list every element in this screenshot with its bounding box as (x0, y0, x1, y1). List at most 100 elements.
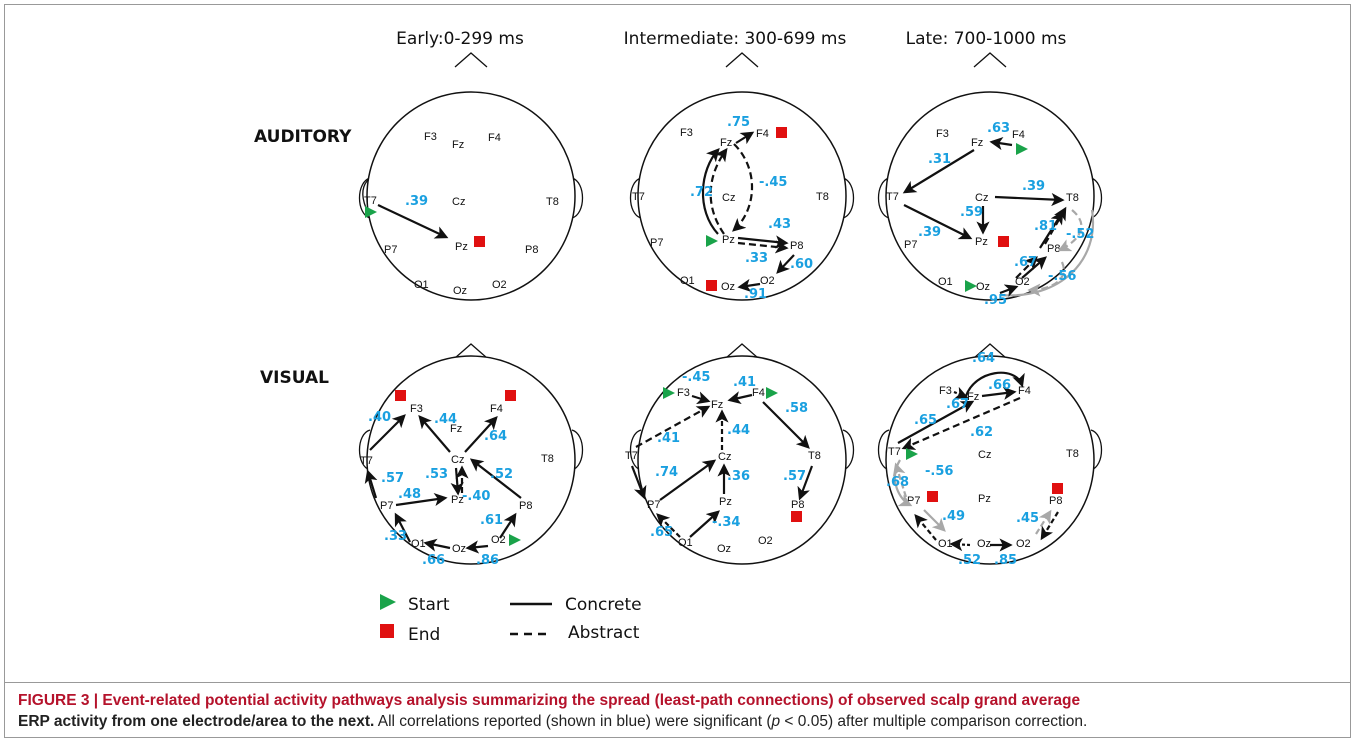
coefficient: .65 (650, 525, 673, 540)
electrode-label: P7 (650, 237, 663, 249)
row-label-auditory: AUDITORY (254, 127, 352, 147)
electrode-label: T8 (808, 450, 821, 462)
coefficient: .91 (744, 287, 767, 302)
period-late: Late: 700-1000 ms (906, 29, 1067, 49)
coefficient: .44 (727, 423, 750, 438)
electrode-label: Pz (975, 236, 988, 248)
electrode-label: F3 (677, 387, 690, 399)
coefficient: .41 (657, 431, 680, 446)
row-label-visual: VISUAL (260, 368, 329, 388)
end-marker (395, 390, 406, 401)
electrode-label: Cz (452, 196, 465, 208)
end-marker (706, 280, 717, 291)
coefficient: .74 (655, 465, 678, 480)
coefficient: .36 (727, 469, 750, 484)
coefficient: .52 (958, 553, 981, 568)
electrode-label: F4 (756, 128, 769, 140)
electrode-label: T8 (546, 196, 559, 208)
coefficient: .39 (405, 194, 428, 209)
electrode-label: O1 (411, 538, 426, 550)
electrode-label: T7 (632, 191, 645, 203)
period-early: Early:0-299 ms (396, 29, 524, 49)
head-visual-intermediate: F3 Fz F4 T7 Cz T8 Pz P7 P8 O1 Oz O2 -.45… (625, 343, 855, 565)
legend-concrete-label: Concrete (565, 595, 642, 615)
coefficient: .48 (398, 487, 421, 502)
electrode-label: Oz (717, 543, 731, 555)
caption-label: FIGURE 3 | Event-related potential activ… (18, 692, 1081, 709)
coefficient: .66 (422, 553, 445, 568)
electrode-label: P7 (647, 499, 660, 511)
legend-abstract-label: Abstract (568, 623, 640, 643)
end-marker (776, 127, 787, 138)
electrode-label: T7 (888, 446, 901, 458)
electrode-label: O1 (678, 537, 693, 549)
electrode-label: Cz (722, 192, 735, 204)
coefficient: .68 (886, 475, 909, 490)
electrode-label: Oz (977, 538, 991, 550)
electrode-label: P7 (380, 500, 393, 512)
coefficient: .67 (946, 397, 969, 412)
electrode-label: Oz (453, 285, 467, 297)
electrode-label: Fz (452, 139, 464, 151)
coefficient: -.56 (925, 464, 953, 479)
start-marker (906, 448, 918, 460)
electrode-label: Fz (967, 391, 979, 403)
end-marker (1052, 483, 1063, 494)
coefficient: .39 (918, 225, 941, 240)
electrode-label: F3 (410, 403, 423, 415)
coefficient: -.52 (1066, 227, 1094, 242)
coefficient: .31 (928, 152, 951, 167)
caption-text-a: All correlations reported (shown in blue… (374, 713, 772, 730)
head-visual-late: F3 Fz F4 T7 Cz T8 Pz P7 P8 O1 Oz O2 .6 (877, 343, 1103, 568)
coefficient: .62 (970, 425, 993, 440)
legend: Start End Concrete Abstract (380, 594, 642, 645)
coefficient: -.40 (462, 489, 490, 504)
start-marker (706, 235, 718, 247)
legend-end-marker (380, 624, 394, 638)
erp-pathway-figure: Early:0-299 ms Intermediate: 300-699 ms … (254, 29, 1103, 645)
electrode-label: Cz (451, 454, 464, 466)
electrode-label: P7 (904, 239, 917, 251)
electrode-label: Fz (711, 399, 723, 411)
end-marker (474, 236, 485, 247)
figure-frame (4, 4, 1351, 738)
start-marker (365, 206, 377, 218)
electrode-label: P8 (1049, 495, 1062, 507)
electrode-label: Pz (719, 496, 732, 508)
coefficient: .85 (994, 553, 1017, 568)
coefficient: -.45 (682, 370, 710, 385)
coefficient: .40 (368, 410, 391, 425)
electrode-label: O2 (1015, 276, 1030, 288)
coefficient: .66 (988, 378, 1011, 393)
electrode-label: Cz (718, 451, 731, 463)
electrode-label: O2 (492, 279, 507, 291)
coefficient: .53 (425, 467, 448, 482)
figure-caption: FIGURE 3 | Event-related potential activ… (18, 690, 1338, 732)
start-marker (1016, 143, 1028, 155)
coefficient: .67 (1014, 255, 1037, 270)
legend-start-marker (380, 594, 396, 610)
electrode-label: O1 (680, 275, 695, 287)
electrode-label: F4 (1012, 129, 1025, 141)
start-marker (509, 534, 521, 546)
electrode-label: Cz (975, 192, 988, 204)
electrode-label: Pz (455, 241, 468, 253)
coefficient: -.34 (712, 515, 740, 530)
start-marker (663, 387, 675, 399)
coefficient: .57 (381, 471, 404, 486)
electrode-label: Pz (978, 493, 991, 505)
coefficient: .59 (960, 205, 983, 220)
electrode-label: Oz (976, 281, 990, 293)
coefficient: .33 (745, 251, 768, 266)
electrode-label: T8 (816, 191, 829, 203)
electrode-label: Pz (451, 494, 464, 506)
end-marker (505, 390, 516, 401)
electrode-label: O1 (414, 279, 429, 291)
coefficient: .64 (972, 351, 995, 366)
head-auditory-late: F3 Fz F4 T7 Cz T8 Pz P7 P8 O1 Oz O2 .6 (877, 52, 1103, 308)
electrode-label: F4 (1018, 385, 1031, 397)
coefficient: .64 (484, 429, 507, 444)
electrode-label: Fz (971, 137, 983, 149)
electrode-label: Fz (720, 137, 732, 149)
electrode-label: O1 (938, 276, 953, 288)
